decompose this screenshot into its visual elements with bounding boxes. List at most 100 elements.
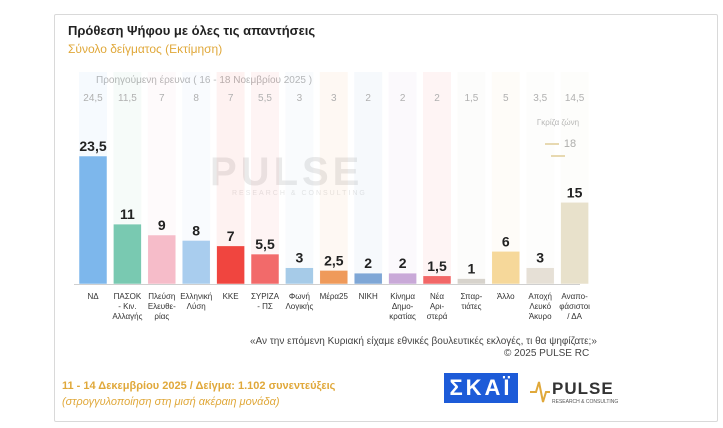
previous-value-label: 2 [365,93,371,104]
category-label: τιάτες [461,302,481,311]
bar [457,278,486,285]
bar [422,275,452,285]
category-label: ΣΥΡΙΖΑ [251,292,280,301]
bar-value-label: 5,5 [255,236,275,252]
bar [319,270,349,285]
category-label: στερά [427,312,448,321]
category-label: Λύση [187,302,206,311]
previous-value-label: 8 [193,93,199,104]
bar [491,251,521,285]
bar [560,202,589,285]
category-label: Αλλαγής [112,312,142,321]
category-label: Πλεύση [148,292,175,301]
bg-column [491,72,520,284]
pulse-logo-text: PULSE [552,379,614,398]
category-label: ΝΔ [87,292,99,301]
gray-zone-label: Γκρίζα ζώνη [536,118,580,127]
category-label: Λογικής [285,302,313,311]
category-label: Δημο- [392,302,414,311]
bar [113,223,142,285]
bar-value-label: 15 [567,184,583,200]
bg-column [251,72,279,284]
bar-value-label: 1,5 [427,258,447,274]
bg-column [354,72,383,284]
category-label: Άλλο [497,292,515,301]
category-label: φάσιστοι [559,302,590,311]
previous-value-label: 3,5 [533,93,547,104]
copyright-note: © 2025 PULSE RC [504,348,590,359]
bar [78,155,108,285]
pulse-logo-sub: RESEARCH & CONSULTING [552,399,618,405]
bar-value-label: 6 [502,233,510,249]
bg-column [388,72,417,284]
category-label: Ελληνική [180,292,212,301]
bar [285,267,314,285]
bar-value-label: 1 [468,261,476,277]
previous-value-label: 2 [400,93,406,104]
bg-column [526,72,555,284]
category-label: Άκυρο [529,312,552,321]
bar [216,245,245,285]
gray-zone-value: 18 [528,138,588,162]
previous-value-label: 24,5 [83,93,103,104]
skai-logo: ΣΚΑΪ [444,373,518,403]
previous-value-label: 3 [297,93,303,104]
bg-column [285,72,314,284]
chart-subtitle: Σύνολο δείγματος (Εκτίμηση) [68,42,223,56]
category-label: κρατίας [389,312,416,321]
previous-value-label: 14,5 [565,93,585,104]
previous-survey-label: Προηγούμενη έρευνα ( 16 - 18 Νοεμβρίου 2… [96,75,313,86]
previous-value-label: 5,5 [258,93,272,104]
bar-value-label: 2 [364,255,372,271]
category-label: ΠΑΣΟΚ [114,292,142,301]
previous-value-label: 3 [331,93,337,104]
survey-dates-sample: 11 - 14 Δεκεμβρίου 2025 / Δείγμα: 1.102 … [62,380,336,392]
bar-value-label: 11 [120,206,135,222]
category-label: ΚΚΕ [223,292,239,301]
category-label: Κίνημα [390,292,415,301]
pulse-watermark-sub: RESEARCH & CONSULTING [232,190,367,197]
previous-value-label: 11,5 [118,93,137,104]
rounding-note: (στρογγυλοποίηση στη μισή ακέραιη μονάδα… [62,396,280,408]
category-label: Αρι- [430,302,445,311]
bg-column [457,72,486,284]
bar [353,272,383,285]
pulse-logo: PULSE RESEARCH & CONSULTING [530,379,618,405]
category-label: Ελευθε- [148,302,176,311]
previous-value-label: 1,5 [464,93,478,104]
bar [525,267,555,285]
category-label: Σπαρ- [460,292,482,301]
bar-value-label: 2,5 [324,252,344,268]
category-label: Αναπο- [561,292,588,301]
category-label: - Κιν. [118,302,136,311]
previous-value-label: 5 [503,93,509,104]
category-label: Φωνή [289,292,310,301]
bar-value-label: 9 [158,217,166,233]
bar-value-label: 2 [399,255,407,271]
bar-value-label: 3 [296,250,304,266]
previous-value-label: 7 [159,93,165,104]
bar-value-label: 8 [192,222,200,238]
category-label: Λευκό [529,302,551,311]
category-label: - ΠΣ [257,302,273,311]
bar [147,234,177,285]
previous-value-label: 2 [434,93,440,104]
bg-column [423,72,451,284]
bar-value-label: 3 [536,250,544,266]
bar-value-label: 7 [227,228,235,244]
category-label: ΝΙΚΗ [359,292,378,301]
chart-title: Πρόθεση Ψήφου με όλες τις απαντήσεις [68,23,316,38]
previous-value-label: 7 [228,93,234,104]
category-label: Μέρα25 [320,292,349,301]
bg-column [319,72,348,284]
bar-value-label: 23,5 [79,138,106,154]
category-label: ρίας [154,312,169,321]
chart-frame [54,14,718,422]
survey-question: «Αν την επόμενη Κυριακή είχαμε εθνικές β… [250,336,597,347]
category-label: / ΔΑ [567,312,582,321]
pulse-watermark: PULSE [210,150,364,194]
bar [250,253,280,285]
category-label: Αποχή [528,292,552,301]
bar [388,272,417,285]
